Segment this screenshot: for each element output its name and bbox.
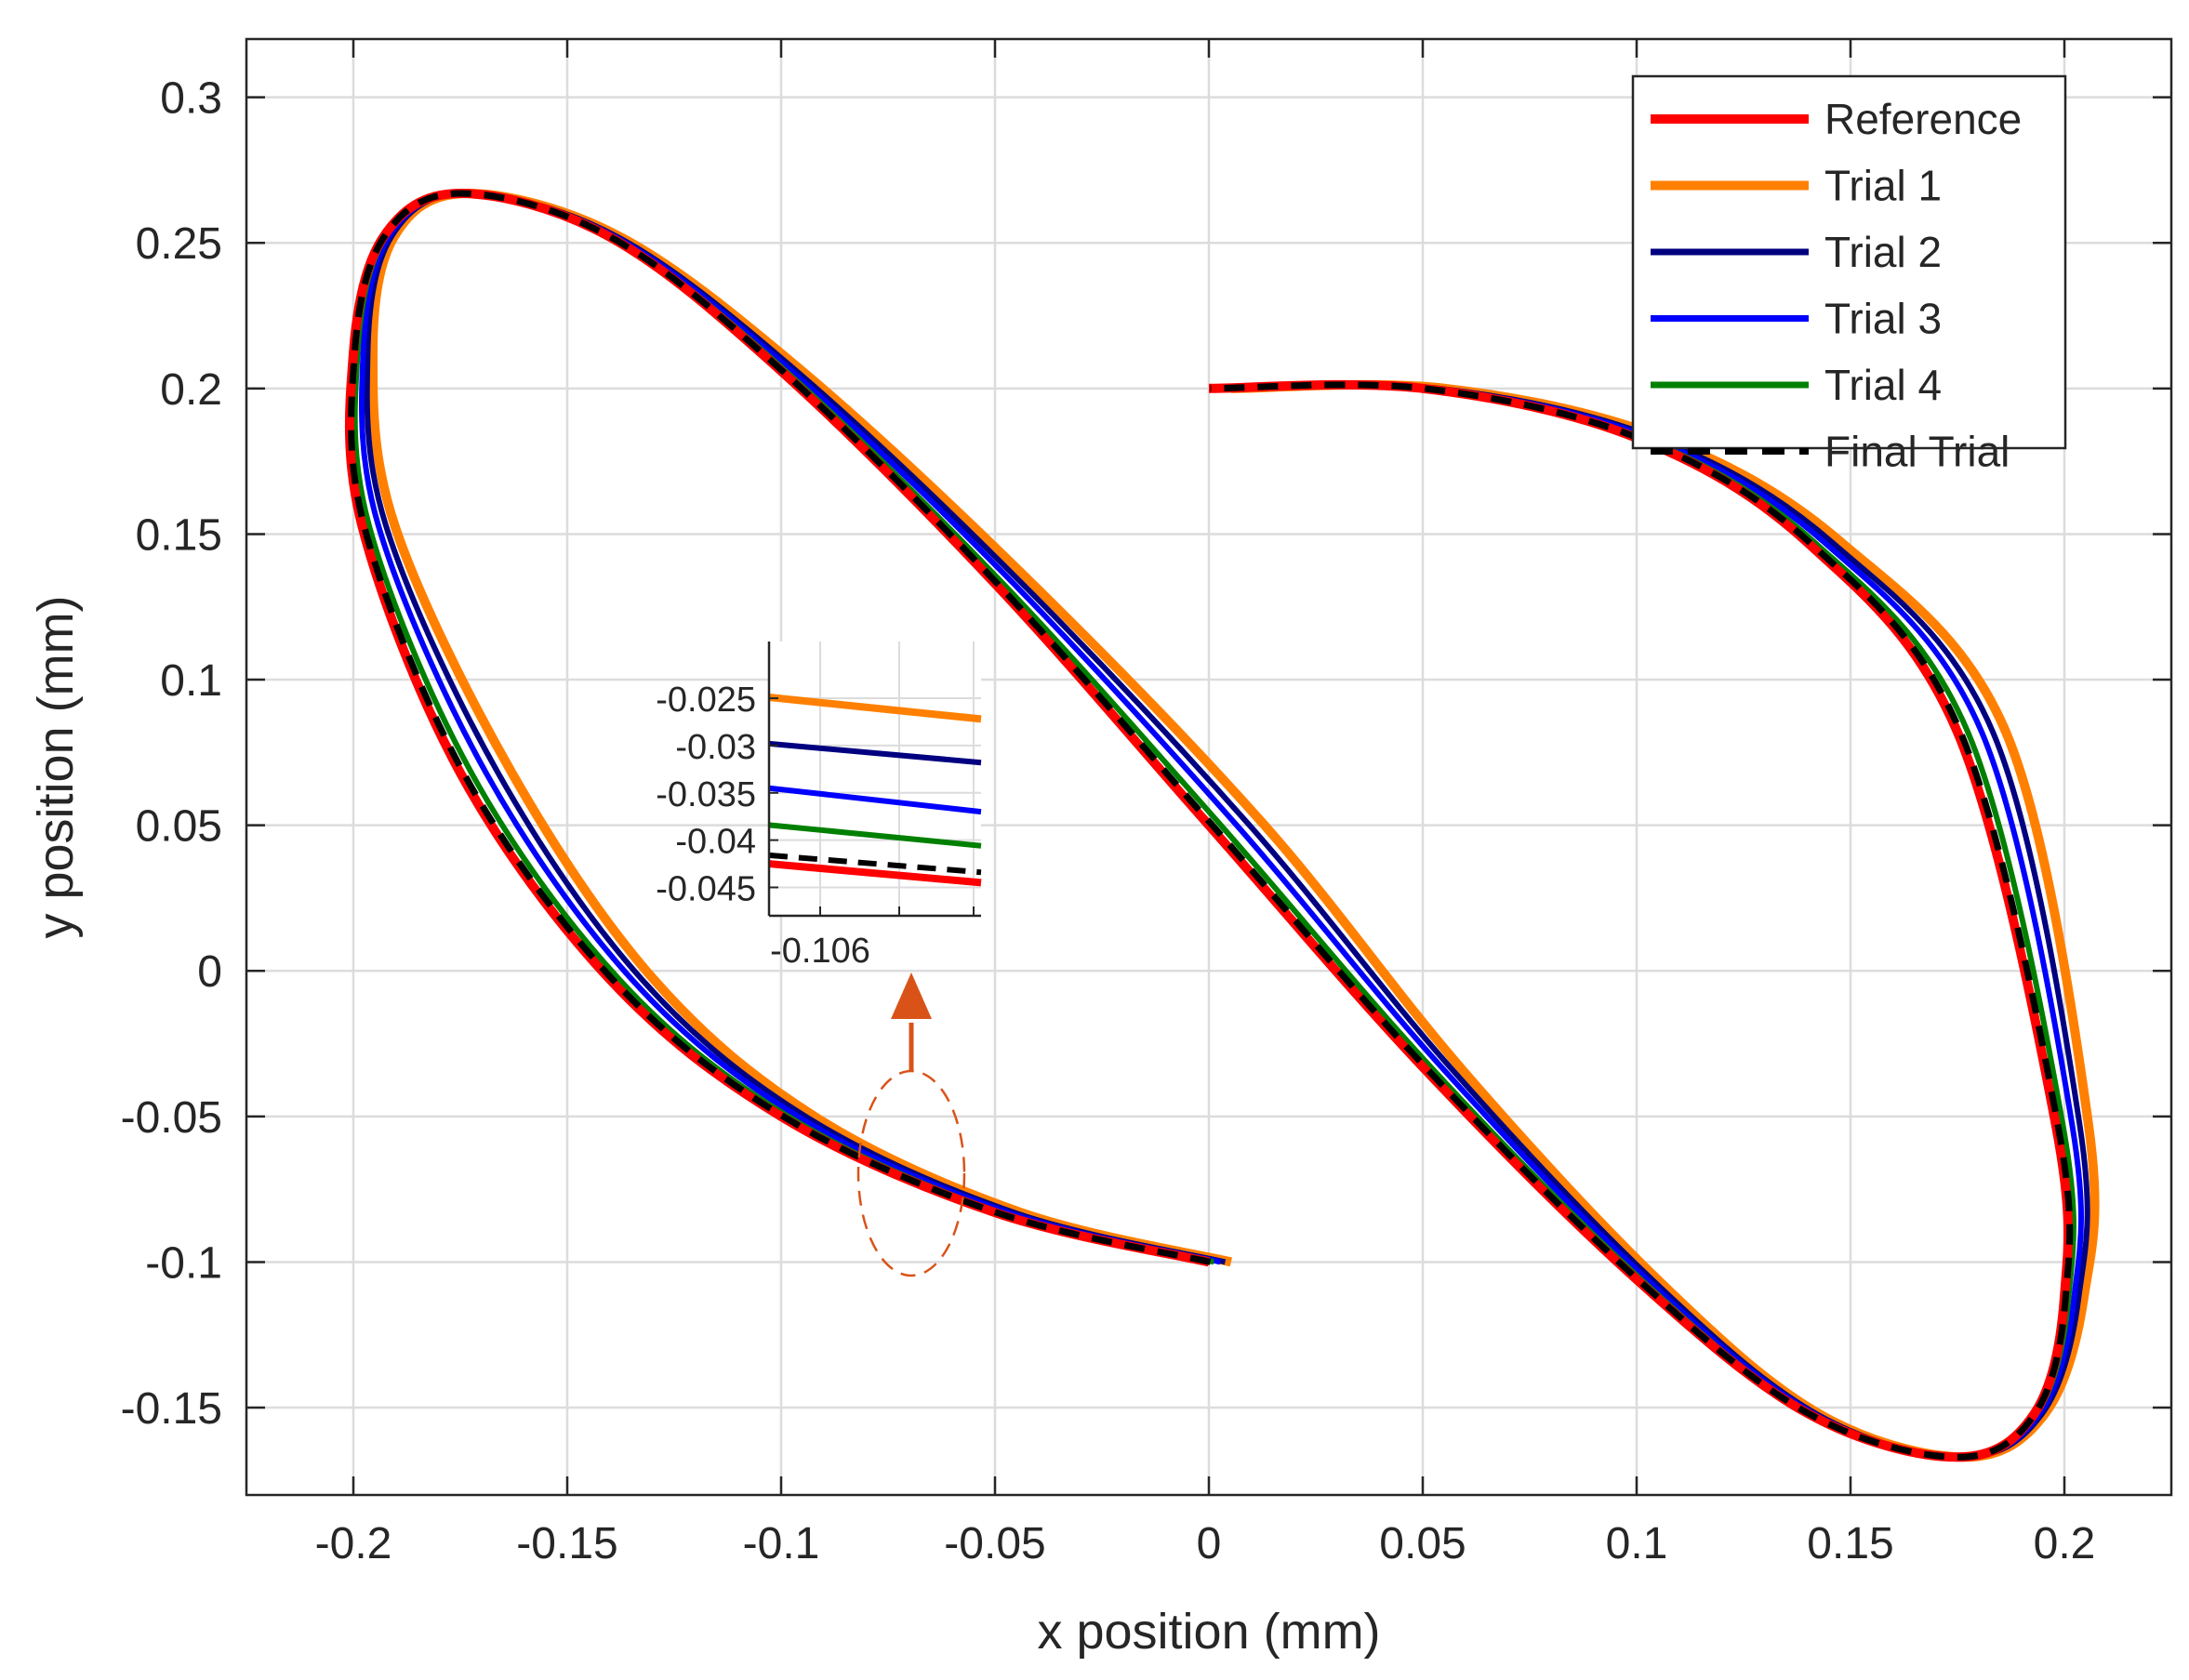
inset-line-reference (768, 860, 982, 887)
inset-axes: -0.025 -0.03 -0.035 -0.04 -0.045 -0.106 (656, 642, 982, 971)
legend: Reference Trial 1 Trial 2 Trial 3 Trial 4 Fin… (1631, 74, 2067, 476)
inset-x-ticks: -0.106 (770, 906, 975, 971)
y-tick-label: 0.05 (136, 802, 222, 852)
zoom-marker (856, 972, 966, 1277)
legend-label-trial-2: Trial 2 (1824, 228, 1942, 276)
legend-label-trial-1: Trial 1 (1824, 162, 1942, 210)
legend-items: Reference Trial 1 Trial 2 Trial 3 Trial 4 Fin… (1651, 95, 2022, 476)
inset-y-tick-label: -0.025 (656, 681, 756, 720)
y-ticks: -0.15 -0.1 -0.05 0 0.05 0.1 0.15 0.2 0.25 0.3 (121, 74, 2171, 1434)
x-tick-label: 0.2 (2034, 1519, 2096, 1568)
inset-line-trial-1 (768, 694, 982, 723)
series-line-trial-2 (364, 191, 2090, 1461)
y-tick-label: 0.1 (160, 656, 222, 706)
legend-label-trial-4: Trial 4 (1824, 361, 1942, 409)
inset-line-trial-2 (768, 740, 982, 766)
x-axis-label: x position (mm) (1037, 1604, 1380, 1660)
zoom-arrow-head (891, 972, 932, 1019)
y-axis-label: y position (mm) (28, 595, 84, 938)
series-line-trial-1 (367, 189, 2100, 1462)
x-tick-label: -0.05 (944, 1519, 1045, 1568)
legend-label-final-trial: Final Trial (1824, 428, 2010, 476)
inset-y-tick-label: -0.045 (656, 869, 756, 908)
y-tick-label: 0 (197, 947, 222, 997)
legend-label-reference: Reference (1824, 95, 2022, 143)
x-tick-label: 0.1 (1606, 1519, 1668, 1568)
series-line-trial-4 (352, 191, 2076, 1461)
y-tick-label: -0.05 (121, 1093, 222, 1143)
x-ticks: -0.2 -0.15 -0.1 -0.05 0 0.05 0.1 0.15 0.2 (315, 39, 2096, 1568)
trajectory-curves (344, 189, 2100, 1462)
inset-line-trial-3 (768, 785, 982, 815)
x-tick-label: 0 (1197, 1519, 1222, 1568)
inset-curves (768, 694, 982, 887)
legend-label-trial-3: Trial 3 (1824, 295, 1942, 343)
inset-line-final-trial (768, 852, 982, 876)
x-tick-label: 0.05 (1379, 1519, 1466, 1568)
x-tick-label: -0.2 (315, 1519, 392, 1568)
inset-x-tick-label: -0.106 (770, 932, 870, 971)
y-tick-label: -0.1 (145, 1238, 222, 1288)
inset-y-ticks: -0.025 -0.03 -0.035 -0.04 -0.045 (656, 681, 778, 908)
x-tick-label: 0.15 (1807, 1519, 1893, 1568)
x-tick-label: -0.1 (743, 1519, 820, 1568)
x-tick-label: -0.15 (516, 1519, 617, 1568)
y-tick-label: 0.25 (136, 219, 222, 269)
y-tick-label: 0.15 (136, 510, 222, 560)
y-tick-label: 0.3 (160, 74, 222, 124)
y-tick-label: 0.2 (160, 365, 222, 415)
inset-y-tick-label: -0.03 (675, 728, 756, 767)
inset-y-tick-label: -0.035 (656, 775, 756, 814)
inset-line-trial-4 (768, 822, 982, 849)
y-tick-label: -0.15 (121, 1384, 222, 1434)
series-line-final-trial (348, 190, 2074, 1461)
series-line-trial-3 (359, 191, 2085, 1461)
inset-y-tick-label: -0.04 (675, 823, 756, 862)
